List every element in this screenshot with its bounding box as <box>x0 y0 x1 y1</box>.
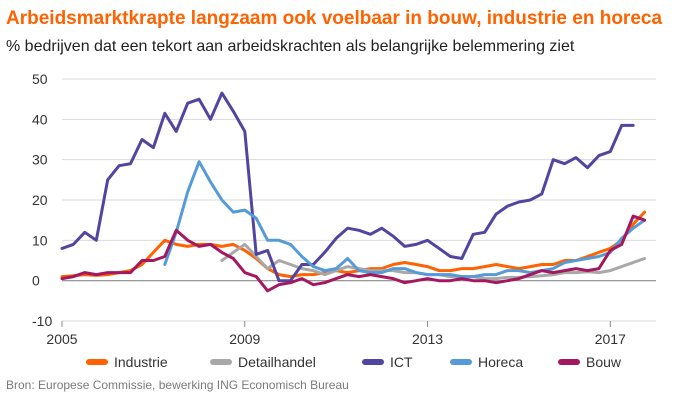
series-line-bouw <box>60 214 647 293</box>
x-tick-label: 2017 <box>595 331 626 347</box>
y-tick-label: 10 <box>32 232 48 248</box>
x-tick-label: 2013 <box>412 331 443 347</box>
series-line-horeca <box>163 160 647 279</box>
legend-swatch <box>362 359 384 365</box>
legend-label: Bouw <box>586 354 622 370</box>
x-tick-label: 2009 <box>229 331 260 347</box>
y-tick-label: 0 <box>32 273 40 289</box>
legend-item-ict: ICT <box>362 351 413 373</box>
series-line-ict <box>60 91 635 283</box>
chart-grid <box>62 78 656 322</box>
legend-swatch <box>210 359 232 365</box>
y-tick-label: -10 <box>32 313 52 329</box>
y-tick-label: 50 <box>32 71 48 87</box>
legend-label: Industrie <box>114 354 168 370</box>
legend-swatch <box>558 359 580 365</box>
source-note: Bron: Europese Commissie, bewerking ING … <box>6 378 349 392</box>
chart-legend: Industrie Detailhandel ICT Horeca Bouw <box>0 351 694 373</box>
line-chart: -10 0 10 20 30 40 50 2005 2009 2013 2017 <box>32 71 656 347</box>
legend-label: Detailhandel <box>238 354 316 370</box>
x-axis: 2005 2009 2013 2017 <box>46 321 626 347</box>
y-tick-label: 20 <box>32 192 48 208</box>
x-tick-label: 2005 <box>46 331 77 347</box>
y-tick-label: 40 <box>32 111 48 127</box>
y-tick-label: 30 <box>32 152 48 168</box>
legend-item-bouw: Bouw <box>558 351 621 373</box>
legend-item-horeca: Horeca <box>450 351 523 373</box>
legend-label: ICT <box>390 354 413 370</box>
legend-item-detailhandel: Detailhandel <box>210 351 316 373</box>
legend-swatch <box>86 359 108 365</box>
chart-title: Arbeidsmarktkrapte langzaam ook voelbaar… <box>6 8 663 29</box>
y-axis: -10 0 10 20 30 40 50 <box>32 71 52 329</box>
legend-label: Horeca <box>478 354 524 370</box>
chart-series <box>60 91 647 293</box>
chart-subtitle: % bedrijven dat een tekort aan arbeidskr… <box>6 38 575 55</box>
legend-item-industrie: Industrie <box>86 351 168 373</box>
legend-swatch <box>450 359 472 365</box>
series-line-industrie <box>60 210 647 279</box>
